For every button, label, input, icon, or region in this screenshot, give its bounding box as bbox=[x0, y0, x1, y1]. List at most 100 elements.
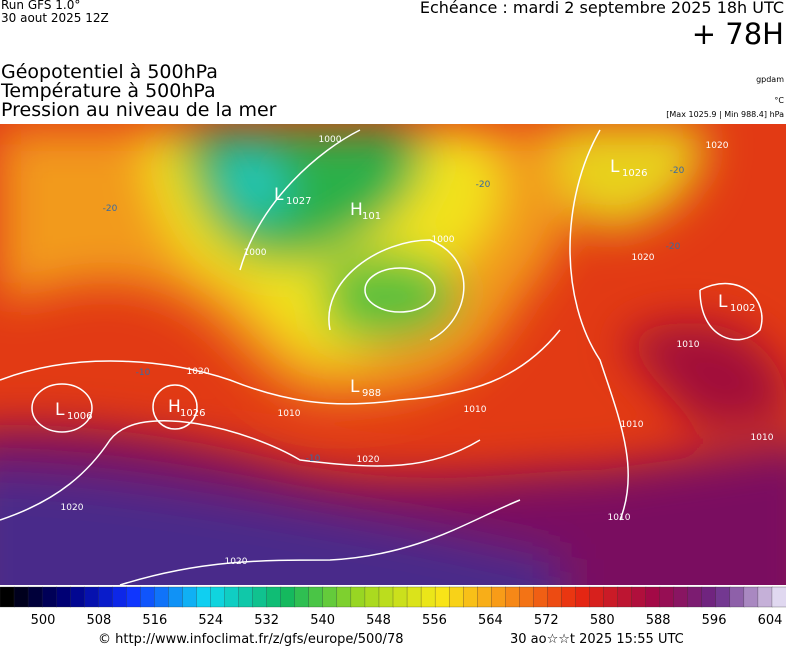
isobar-label: 1020 bbox=[187, 367, 210, 377]
colorbar-swatch bbox=[55, 586, 71, 608]
echeance: Echéance : mardi 2 septembre 2025 18h UT… bbox=[419, 0, 784, 17]
center-value: 1026 bbox=[622, 168, 647, 179]
temperature-label: -10 bbox=[136, 368, 151, 378]
isobar-label: 1020 bbox=[225, 557, 248, 567]
footer-generated: 30 ao☆☆t 2025 15:55 UTC bbox=[510, 632, 684, 647]
colorbar-swatch bbox=[477, 586, 492, 608]
colorbar-swatch bbox=[378, 586, 394, 608]
colorbar-swatch bbox=[519, 586, 535, 608]
colorbar-swatch bbox=[617, 586, 633, 608]
colorbar-label: 516 bbox=[142, 613, 167, 628]
colorbar-swatch bbox=[729, 586, 745, 608]
center-letter: L bbox=[718, 292, 728, 312]
center-letter: L bbox=[274, 185, 284, 205]
isobar-label: 1010 bbox=[608, 513, 631, 523]
center-letter: H bbox=[168, 397, 181, 417]
isobar-label: 1000 bbox=[432, 235, 455, 245]
isobars bbox=[0, 129, 763, 585]
colorbar-swatch bbox=[505, 586, 520, 608]
colorbar-swatch bbox=[41, 586, 57, 608]
colorbar-swatch bbox=[280, 586, 296, 608]
colorbar-label: 500 bbox=[31, 613, 56, 628]
isobar-label: 1020 bbox=[632, 253, 655, 263]
temperature-label: -20 bbox=[666, 242, 681, 252]
colorbar-swatch bbox=[561, 586, 577, 608]
colorbar-swatch bbox=[715, 586, 731, 608]
colorbar-swatch bbox=[743, 586, 759, 608]
colorbar-label: 564 bbox=[478, 613, 503, 628]
unit-pressure: [Max 1025.9 | Min 988.4] hPa bbox=[666, 110, 784, 119]
colorbar-swatch bbox=[238, 586, 254, 608]
center-letter: L bbox=[610, 157, 620, 177]
colorbar-label: 540 bbox=[310, 613, 335, 628]
colorbar-swatch bbox=[603, 586, 619, 608]
colorbar-swatch bbox=[154, 586, 170, 608]
title-2: Température à 500hPa bbox=[1, 80, 216, 102]
lead-time: + 78H bbox=[691, 17, 784, 51]
colorbar-swatch bbox=[336, 586, 352, 608]
colorbar-swatch bbox=[70, 586, 85, 608]
colorbar-swatch bbox=[645, 586, 661, 608]
colorbar-swatch bbox=[673, 586, 689, 608]
colorbar-swatch bbox=[126, 586, 142, 608]
isobar-label: 1010 bbox=[621, 420, 644, 430]
footer-source: © http://www.infoclimat.fr/z/gfs/europe/… bbox=[98, 632, 404, 647]
colorbar-label: 532 bbox=[254, 613, 279, 628]
colorbar-swatch bbox=[322, 586, 338, 608]
center-letter: L bbox=[350, 377, 360, 397]
colorbar-label: 588 bbox=[646, 613, 671, 628]
center-value: 1026 bbox=[180, 408, 205, 419]
colorbar-swatch bbox=[392, 586, 408, 608]
colorbar-label: 508 bbox=[87, 613, 112, 628]
colorbar-label: 548 bbox=[366, 613, 391, 628]
colorbar-swatch bbox=[182, 586, 198, 608]
colorbar-swatch bbox=[434, 586, 450, 608]
temperature-label: -20 bbox=[476, 180, 491, 190]
colorbar-label: 572 bbox=[534, 613, 559, 628]
colorbar-swatch bbox=[701, 586, 717, 608]
colorbar-label: 580 bbox=[590, 613, 615, 628]
colorbar-swatch bbox=[406, 586, 422, 608]
unit-gpdam: gpdam bbox=[756, 75, 784, 84]
colorbar-swatch bbox=[294, 586, 310, 608]
isobar-label: 1020 bbox=[357, 455, 380, 465]
colorbar-swatch bbox=[631, 586, 647, 608]
colorbar-swatch bbox=[491, 586, 506, 608]
center-value: 1006 bbox=[67, 411, 92, 422]
colorbar-swatch bbox=[196, 586, 212, 608]
colorbar-label: 524 bbox=[198, 613, 223, 628]
isobar-label: 1010 bbox=[677, 340, 700, 350]
colorbar-swatch bbox=[210, 586, 226, 608]
colorbar-swatch bbox=[575, 586, 591, 608]
colorbar-swatch bbox=[659, 586, 675, 608]
colorbar-swatch bbox=[266, 586, 282, 608]
colorbar-swatch bbox=[0, 586, 15, 608]
run: Run GFS 1.0° bbox=[1, 0, 81, 12]
colorbar-swatch bbox=[168, 586, 184, 608]
colorbar-swatch bbox=[757, 586, 773, 608]
center-letter: H bbox=[350, 200, 363, 220]
colorbar-swatch bbox=[27, 586, 43, 608]
run-date: 30 aout 2025 12Z bbox=[1, 11, 109, 25]
colorbar-swatch bbox=[771, 586, 786, 608]
isobar-label: 1020 bbox=[706, 141, 729, 151]
colorbar-label: 604 bbox=[758, 613, 783, 628]
colorbar-swatch bbox=[252, 586, 268, 608]
isobar-label: 1020 bbox=[61, 503, 84, 513]
colorbar-swatch bbox=[98, 586, 113, 608]
title-1: Géopotentiel à 500hPa bbox=[1, 61, 218, 83]
center-value: 101 bbox=[362, 211, 381, 222]
unit-temp: °C bbox=[774, 96, 784, 105]
colorbar-swatch bbox=[13, 586, 29, 608]
colorbar-swatch bbox=[364, 586, 380, 608]
colorbar-label: 556 bbox=[422, 613, 447, 628]
colorbar-swatch bbox=[687, 586, 703, 608]
colorbar-label: 596 bbox=[702, 613, 727, 628]
colorbar-swatch bbox=[547, 586, 563, 608]
isobar-label: 1010 bbox=[464, 405, 487, 415]
colorbar-swatch bbox=[84, 586, 99, 608]
temperature-label: -10 bbox=[306, 454, 321, 464]
colorbar-swatch bbox=[533, 586, 549, 608]
center-letter: L bbox=[55, 400, 65, 420]
